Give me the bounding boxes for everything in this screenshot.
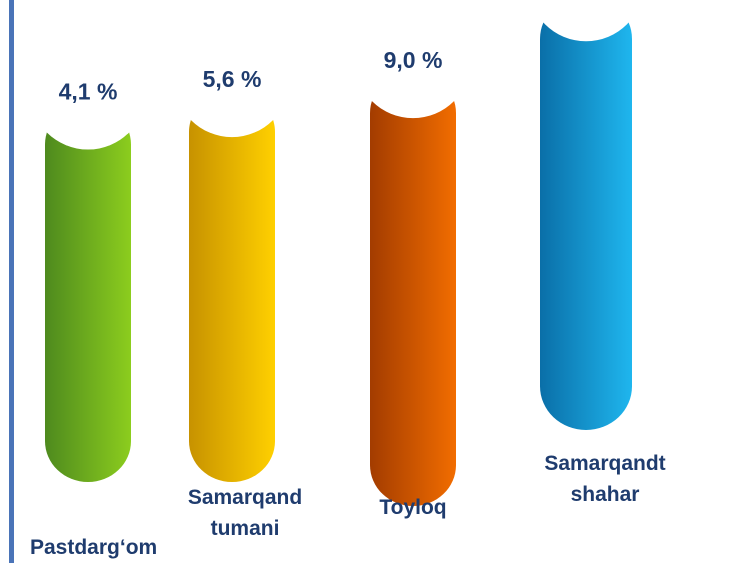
- category-label: Samarqandt shahar: [544, 452, 666, 506]
- value-bubble: [30, 33, 146, 150]
- value-bubble: [530, 0, 642, 42]
- left-border: [9, 0, 14, 563]
- value-label: 5,6 %: [203, 66, 262, 92]
- value-label: 9,0 %: [384, 47, 443, 73]
- bar: [540, 0, 632, 430]
- bar: [45, 103, 131, 483]
- bar: [370, 72, 456, 506]
- category-label: Pastdarg‘om: [30, 536, 158, 559]
- category-label: Toyloq: [379, 496, 447, 519]
- category-label: Samarqand tumani: [187, 486, 303, 540]
- value-label: 4,1 %: [59, 79, 118, 105]
- value-bubble: [174, 21, 290, 138]
- bar: [189, 91, 275, 483]
- value-bubble: [355, 2, 471, 119]
